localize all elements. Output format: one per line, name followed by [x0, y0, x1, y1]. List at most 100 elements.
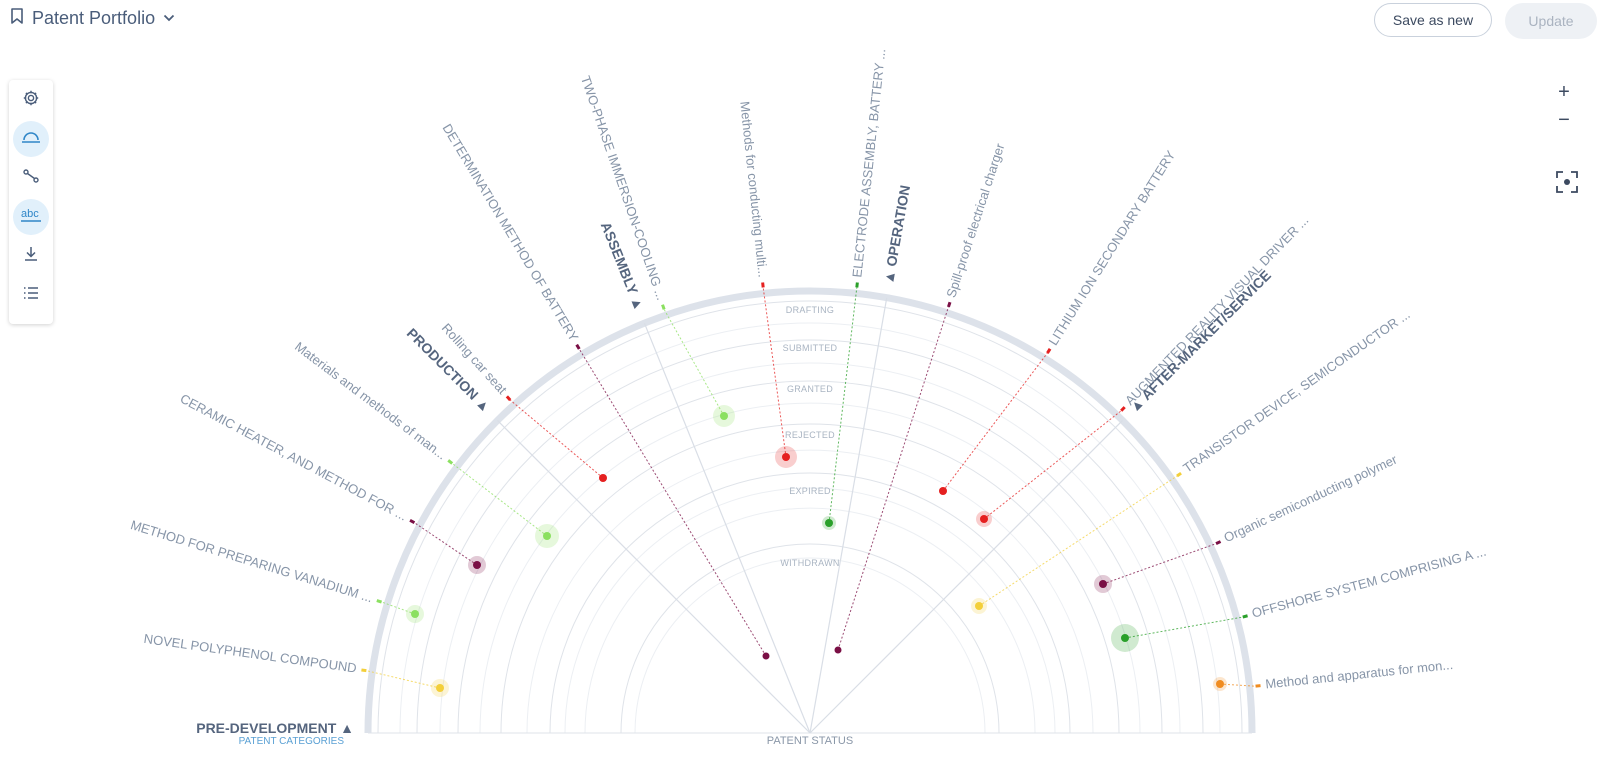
patent-dot[interactable]	[825, 519, 833, 527]
network-view-button[interactable]	[13, 160, 49, 196]
radar-view-icon	[21, 129, 41, 150]
patent-label[interactable]: LITHIUM ION SECONDARY BATTERY	[1045, 148, 1178, 348]
download-button[interactable]	[13, 238, 49, 274]
status-ring	[549, 472, 1071, 734]
patent-dot[interactable]	[834, 646, 842, 654]
top-bar: Patent Portfolio Save as new Update	[0, 0, 1600, 40]
minor-ring	[634, 557, 986, 734]
save-as-new-button[interactable]: Save as new	[1374, 3, 1492, 37]
status-ring	[416, 339, 1204, 734]
patent-tick	[505, 395, 512, 402]
patent-connector	[366, 670, 441, 689]
fit-to-screen-button[interactable]	[1555, 170, 1579, 194]
patent-dot[interactable]	[939, 487, 947, 495]
view-toolbar: abc	[9, 80, 53, 324]
patent-tick	[376, 599, 383, 604]
status-label-drafting: DRAFTING	[786, 305, 834, 315]
fit-screen-icon	[1555, 171, 1579, 198]
patent-connector	[381, 601, 416, 615]
settings-icon	[22, 89, 40, 112]
status-ring	[457, 380, 1163, 734]
patent-connector	[983, 410, 1122, 520]
patent-label[interactable]: NOVEL POLYPHENOL COMPOUND	[143, 631, 358, 676]
patent-label[interactable]: Organic semiconducting polymer	[1221, 451, 1400, 545]
status-label-expired: EXPIRED	[789, 486, 831, 496]
status-label-submitted: SUBMITTED	[783, 343, 838, 353]
patent-categories-axis-title: PATENT CATEGORIES	[239, 736, 345, 747]
category-label-pre-development[interactable]: PRE-DEVELOPMENT ▲	[196, 720, 354, 736]
status-ring	[500, 423, 1120, 734]
status-label-rejected: REJECTED	[785, 430, 835, 440]
bookmark-icon	[10, 8, 24, 29]
zoom-in-button[interactable]: +	[1550, 80, 1578, 104]
patent-dot[interactable]	[1121, 634, 1129, 642]
patent-dot[interactable]	[762, 652, 770, 660]
patent-tick	[1046, 348, 1052, 354]
settings-button[interactable]	[13, 82, 49, 118]
patent-connector	[1102, 543, 1217, 585]
patent-tick	[761, 282, 765, 288]
list-view-button[interactable]	[13, 277, 49, 313]
patent-label[interactable]: Spill-proof electrical charger	[943, 141, 1007, 300]
patent-tick	[1176, 471, 1182, 478]
minor-ring	[564, 487, 1056, 734]
minus-icon: −	[1558, 108, 1570, 131]
zoom-out-button[interactable]: −	[1550, 108, 1578, 132]
category-divider	[809, 297, 888, 734]
patent-dot[interactable]	[411, 610, 419, 618]
patent-tick	[1255, 684, 1261, 688]
patent-connector	[451, 462, 548, 537]
minor-ring	[399, 322, 1221, 734]
labels-toggle-icon: abc	[20, 207, 42, 228]
patent-connector	[1219, 683, 1256, 687]
patent-dot[interactable]	[782, 453, 790, 461]
minor-ring	[439, 362, 1181, 734]
patent-tick	[1242, 614, 1248, 619]
patent-label[interactable]: OFFSHORE SYSTEM COMPRISING A ...	[1250, 544, 1488, 621]
minor-ring	[584, 507, 1036, 734]
status-ring	[620, 543, 1000, 734]
labels-toggle-button[interactable]: abc	[13, 199, 49, 235]
download-icon	[22, 245, 40, 268]
category-divider	[643, 322, 811, 734]
patent-dot[interactable]	[1099, 580, 1107, 588]
patent-dot[interactable]	[599, 474, 607, 482]
status-label-withdrawn: WITHDRAWN	[780, 558, 839, 568]
patent-label[interactable]: Methods for conducting multi...	[737, 101, 770, 279]
patent-label[interactable]: ELECTRODE ASSEMBLY, BATTERY ...	[849, 48, 888, 278]
patent-connector	[509, 399, 604, 479]
minor-ring	[479, 402, 1141, 734]
patent-dot[interactable]	[1216, 680, 1224, 688]
svg-text:abc: abc	[21, 208, 39, 220]
patent-connector	[762, 287, 787, 458]
patent-connector	[663, 309, 725, 417]
patent-dot[interactable]	[975, 602, 983, 610]
category-label-operation[interactable]: ▲ OPERATION	[880, 184, 913, 285]
patent-label[interactable]: DETERMINATION METHOD OF BATTERY	[440, 121, 582, 344]
patent-dot[interactable]	[436, 684, 444, 692]
patent-dot[interactable]	[980, 515, 988, 523]
list-view-icon	[22, 284, 40, 307]
category-divider	[809, 420, 1123, 734]
patent-dot[interactable]	[720, 412, 728, 420]
patent-dot[interactable]	[543, 532, 551, 540]
patent-tick	[447, 459, 454, 465]
category-label-after-market-service[interactable]: ▲ AFTER-MARKET/SERVICE	[1126, 267, 1274, 415]
patent-connector	[828, 287, 858, 524]
minor-ring	[526, 449, 1094, 734]
status-ring	[377, 300, 1243, 734]
patent-label[interactable]: Method and apparatus for mon...	[1265, 657, 1454, 692]
update-button[interactable]: Update	[1505, 3, 1597, 39]
radar-view-button[interactable]	[13, 121, 49, 157]
portfolio-selector[interactable]: Patent Portfolio	[10, 8, 175, 29]
patent-tick	[575, 343, 581, 350]
patent-tick	[661, 304, 666, 310]
patent-tick	[855, 282, 859, 288]
patent-tick	[361, 668, 367, 673]
page-title: Patent Portfolio	[32, 8, 156, 28]
category-divider	[497, 420, 811, 734]
patent-label[interactable]: METHOD FOR PREPARING VANADIUM ...	[129, 517, 375, 605]
patent-dot[interactable]	[473, 561, 481, 569]
patent-connector	[837, 306, 949, 651]
